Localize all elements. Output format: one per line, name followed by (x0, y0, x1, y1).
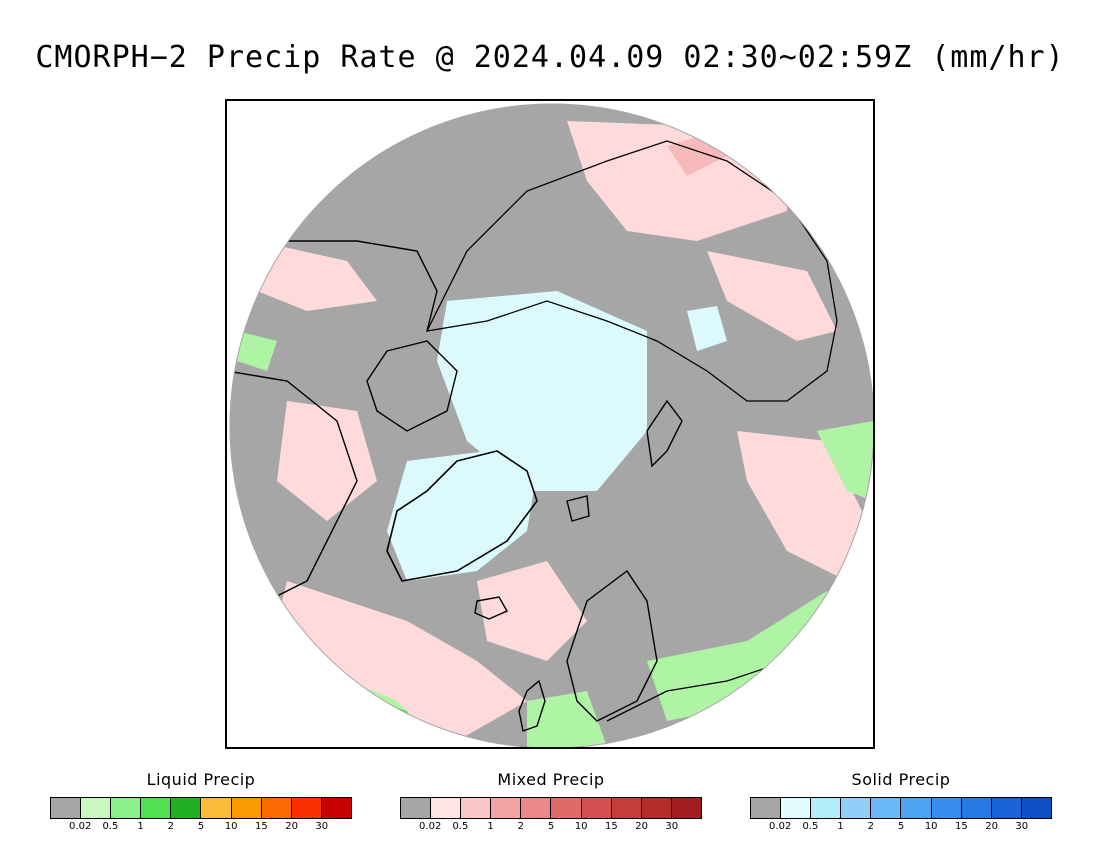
chart-title: CMORPH−2 Precip Rate @ 2024.04.09 02:30~… (35, 40, 1065, 75)
legend-tick-label: 5 (197, 821, 205, 832)
rain-area-e (817, 421, 873, 501)
legend-swatch (671, 798, 701, 818)
legend-tick-label: 5 (547, 821, 555, 832)
legend-ticks: 0.02 0.5 1 2 5 10 15 20 30 (50, 821, 352, 835)
legend-swatch (321, 798, 351, 818)
mixed-area-e2 (737, 431, 867, 581)
legend-tick-label: 1 (487, 821, 494, 832)
legend-swatch (961, 798, 992, 818)
legend-swatch (751, 798, 782, 818)
legend-tick-label: 30 (315, 821, 329, 832)
legend-tick-label: 5 (897, 821, 905, 832)
legend-tick-label: 0.02 (69, 821, 92, 832)
legend-ticks: 0.02 0.5 1 2 5 10 15 20 30 (750, 821, 1052, 835)
legend-swatch (261, 798, 292, 818)
legend-swatch (611, 798, 642, 818)
coastline-canadian-archipelago (366, 340, 458, 432)
legend-tick-label: 1 (837, 821, 844, 832)
polar-map-svg (229, 103, 873, 747)
legend-swatch (401, 798, 432, 818)
mixed-area-s (477, 561, 587, 661)
legend-swatch (1021, 798, 1051, 818)
legend-tick-label: 20 (285, 821, 298, 832)
legend-swatch (521, 798, 552, 818)
snow-area-greenland (387, 451, 537, 581)
legend-swatch (781, 798, 812, 818)
rain-area-se (647, 591, 847, 721)
legend-tick-label: 15 (255, 821, 268, 832)
legend-tick-label: 2 (167, 821, 174, 832)
map-boundary (229, 103, 873, 747)
mixed-area-w (257, 241, 377, 311)
legend-tick-label: 0.5 (102, 821, 119, 832)
legend-tick-label: 0.02 (419, 821, 442, 832)
legend-ticks: 0.02 0.5 1 2 5 10 15 20 30 (400, 821, 702, 835)
legend-swatch (291, 798, 322, 818)
legend-swatch (231, 798, 262, 818)
legend-tick-label: 2 (867, 821, 874, 832)
legend-title: Liquid Precip (146, 770, 256, 789)
legend-swatch (931, 798, 962, 818)
legend-title: Solid Precip (851, 770, 951, 789)
coastline-iceland (474, 596, 508, 620)
rain-area-w (237, 331, 277, 371)
legend-solid: Solid Precip 0.02 0.5 1 2 5 10 15 20 30 (750, 770, 1052, 835)
legend-swatch (81, 798, 112, 818)
rain-area-s (527, 691, 607, 747)
coastline-british-isles (518, 679, 546, 732)
legend-tick-label: 1 (137, 821, 144, 832)
legend-swatch (171, 798, 202, 818)
legend-swatch (431, 798, 462, 818)
legend-color-bar (400, 797, 702, 819)
mixed-area-e (707, 251, 837, 341)
legend-swatch (641, 798, 672, 818)
coastline-siberia (425, 140, 838, 402)
legend-swatch (491, 798, 522, 818)
legend-tick-label: 15 (605, 821, 618, 832)
legend-swatch (461, 798, 492, 818)
snow-area-ne (687, 306, 727, 351)
legend-swatch (201, 798, 232, 818)
coastline-novaya-zemlya (646, 399, 683, 468)
legend-swatch (51, 798, 82, 818)
legend-title: Mixed Precip (497, 770, 605, 789)
legend-mixed: Mixed Precip 0.02 0.5 1 2 5 10 15 20 30 (400, 770, 702, 835)
legend-tick-label: 10 (924, 821, 938, 832)
legend-swatch (991, 798, 1022, 818)
coastline-svalbard (566, 495, 590, 522)
coastline-alaska (287, 240, 438, 332)
legend-tick-label: 15 (955, 821, 968, 832)
polar-map (225, 99, 875, 749)
legend-tick-label: 0.5 (452, 821, 469, 832)
legend-color-bar (750, 797, 1052, 819)
legend-tick-label: 20 (635, 821, 648, 832)
legend-tick-label: 2 (517, 821, 524, 832)
legend-tick-label: 0.02 (769, 821, 792, 832)
legend-color-bar (50, 797, 352, 819)
legend-swatch (141, 798, 172, 818)
legend-swatch (551, 798, 582, 818)
coastline-greenland (386, 450, 538, 582)
legend-tick-label: 10 (574, 821, 588, 832)
legend-tick-label: 20 (985, 821, 998, 832)
legend-swatch (841, 798, 872, 818)
legend-tick-label: 0.5 (802, 821, 819, 832)
legend-swatch (111, 798, 142, 818)
legend-tick-label: 30 (665, 821, 679, 832)
legend-swatch (811, 798, 842, 818)
legend-liquid: Liquid Precip 0.02 0.5 1 2 5 10 15 20 30 (50, 770, 352, 835)
snow-area-arctic (437, 291, 647, 491)
legend-swatch (871, 798, 902, 818)
legend-tick-label: 10 (224, 821, 238, 832)
coastline-scandinavia (566, 569, 658, 722)
legend-swatch (581, 798, 612, 818)
legend-swatch (901, 798, 932, 818)
legend-tick-label: 30 (1015, 821, 1029, 832)
